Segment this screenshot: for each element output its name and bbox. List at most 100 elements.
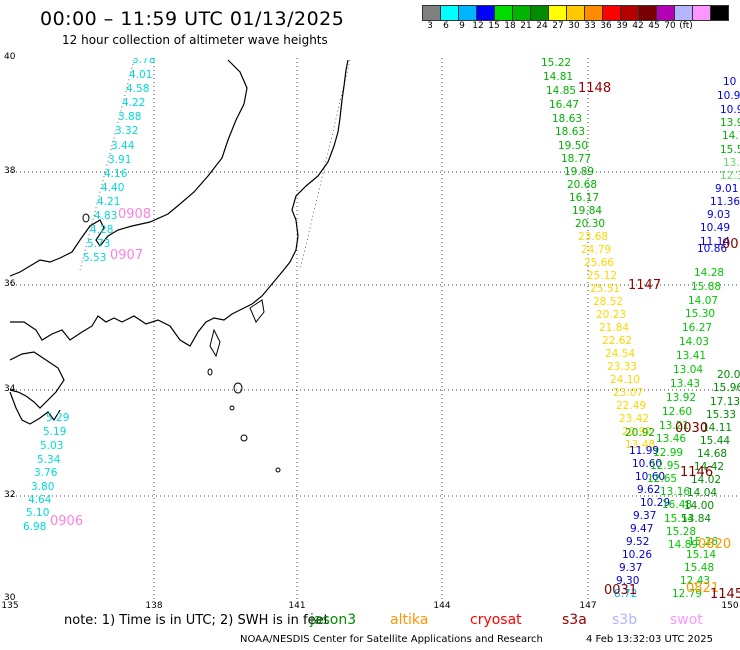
swh-value: 3.88 bbox=[118, 111, 141, 123]
scale-label: 15 bbox=[488, 21, 500, 31]
pass-time-label: 0820 bbox=[698, 537, 731, 552]
lon-tick: 144 bbox=[433, 601, 451, 611]
footer-timestamp: 4 Feb 13:32:03 UTC 2025 bbox=[586, 634, 713, 645]
swh-value: 4.16 bbox=[104, 168, 128, 180]
swh-value: 14.03 bbox=[679, 336, 709, 348]
scale-swatch bbox=[656, 5, 675, 21]
island bbox=[229, 405, 235, 411]
swh-value: 15.96 bbox=[713, 382, 740, 394]
graticule bbox=[8, 58, 740, 601]
swh-value: 23.42 bbox=[619, 413, 649, 425]
swh-value: 4.58 bbox=[126, 83, 149, 95]
swh-value: 14.11 bbox=[702, 422, 732, 434]
island bbox=[82, 213, 90, 223]
swh-value: 12.99 bbox=[653, 447, 683, 459]
swh-value: 3.80 bbox=[31, 481, 54, 493]
swh-value: 5.73 bbox=[87, 238, 110, 250]
swh-value: 25.51 bbox=[590, 283, 620, 295]
swh-value: 13.16 bbox=[660, 486, 690, 498]
scale-swatch bbox=[530, 5, 549, 21]
lon-tick: 150 bbox=[721, 601, 739, 611]
swh-value: 25.12 bbox=[587, 270, 617, 282]
pass-time-label: 1147 bbox=[628, 278, 661, 293]
swh-value: 16.17 bbox=[569, 192, 599, 204]
swh-value: 8.72 bbox=[614, 588, 637, 600]
scale-swatch bbox=[422, 5, 441, 21]
swh-value: 15.28 bbox=[666, 526, 696, 538]
lat-tick: 40 bbox=[4, 52, 16, 62]
swh-value: 20.68 bbox=[567, 179, 597, 191]
swh-value: 12.60 bbox=[662, 406, 692, 418]
scale-swatch bbox=[710, 5, 729, 21]
swh-value: 20.23 bbox=[596, 309, 626, 321]
swh-value: 14.68 bbox=[697, 448, 727, 460]
swh-value: 13.48 bbox=[625, 439, 655, 451]
swh-value: 18.63 bbox=[555, 126, 585, 138]
scale-label: 18 bbox=[504, 21, 516, 31]
swh-value: 20.92 bbox=[622, 426, 652, 438]
swh-value: 9.37 bbox=[619, 562, 642, 574]
swh-value: 16.27 bbox=[682, 322, 712, 334]
time-labels: 1148 0908 0907 1147 0030 1146 0906 0820 0821 0031… bbox=[50, 81, 740, 601]
lat-tick: 32 bbox=[4, 490, 16, 500]
swh-value: 14.28 bbox=[694, 267, 724, 279]
island bbox=[233, 382, 243, 394]
pass-time-label: 1145 bbox=[710, 587, 740, 601]
swh-value: 5.03 bbox=[40, 440, 63, 452]
swh-value: 9.37 bbox=[633, 510, 656, 522]
swh-value: 3.44 bbox=[111, 140, 135, 152]
scale-label: 36 bbox=[600, 21, 612, 31]
swh-value: 4.28 bbox=[90, 224, 113, 236]
swh-value: 9.47 bbox=[630, 523, 653, 535]
swh-value: 13.04 bbox=[673, 364, 703, 376]
swh-value: 4.64 bbox=[28, 494, 52, 506]
swh-value: 10.49 bbox=[700, 222, 730, 234]
scale-swatch bbox=[548, 5, 567, 21]
swh-value: 23.33 bbox=[607, 361, 637, 373]
scale-label: 24 bbox=[536, 21, 548, 31]
swh-value: 4.40 bbox=[101, 182, 124, 194]
swh-value: 13.79 bbox=[723, 157, 740, 169]
pass-time-label: 0907 bbox=[110, 248, 143, 263]
swh-value: 14.04 bbox=[687, 487, 717, 499]
sample-labels: 3.78 4.01 4.58 4.22 3.88 3.32 3.44 3.91 4.16 4.40… bbox=[23, 58, 740, 600]
swh-value: 14.76 bbox=[722, 130, 740, 142]
swh-value: 15.48 bbox=[684, 562, 714, 574]
swh-value: 3.32 bbox=[115, 125, 138, 137]
swh-value: 19.89 bbox=[564, 166, 594, 178]
scale-swatch bbox=[584, 5, 603, 21]
pass-time-label: 0906 bbox=[50, 514, 83, 529]
lon-tick: 135 bbox=[1, 601, 19, 611]
legend-swot: swot bbox=[670, 612, 703, 628]
subtitle: 12 hour collection of altimeter wave hei… bbox=[62, 33, 328, 47]
swh-value: 4.22 bbox=[122, 97, 145, 109]
island bbox=[240, 434, 248, 442]
swh-value: 14.85 bbox=[546, 85, 576, 97]
swh-value: 9.52 bbox=[626, 536, 649, 548]
swh-value: 20.92 bbox=[625, 427, 655, 439]
swh-value: 9.30 bbox=[616, 575, 639, 587]
swh-value: 3.91 bbox=[108, 154, 131, 166]
swh-value: 14.89 bbox=[668, 539, 698, 551]
lon-tick: 138 bbox=[145, 601, 163, 611]
swh-value: 19.84 bbox=[572, 205, 602, 217]
swh-value: 9.03 bbox=[707, 209, 730, 221]
swh-value: 5.29 bbox=[46, 412, 69, 424]
swh-value: 22.49 bbox=[616, 400, 646, 412]
swh-value: 13.46 bbox=[656, 433, 686, 445]
scale-label: 45 bbox=[648, 21, 660, 31]
lat-tick: 38 bbox=[4, 166, 16, 176]
scale-label: 27 bbox=[552, 21, 564, 31]
pass-time-label: 0908 bbox=[118, 207, 151, 222]
swh-value: 11.99 bbox=[629, 445, 659, 457]
honshu-coastline bbox=[9, 59, 349, 347]
swh-value: 23.07 bbox=[613, 387, 643, 399]
pass-time-label: 0030 bbox=[675, 421, 708, 436]
swh-value: 23.68 bbox=[578, 231, 608, 243]
swh-value: 12.65 bbox=[647, 473, 677, 485]
swh-value: 10.86 bbox=[697, 243, 727, 255]
pass-time-label: 00 bbox=[722, 237, 739, 252]
scale-swatch bbox=[476, 5, 495, 21]
legend-altika: altika bbox=[390, 612, 429, 628]
